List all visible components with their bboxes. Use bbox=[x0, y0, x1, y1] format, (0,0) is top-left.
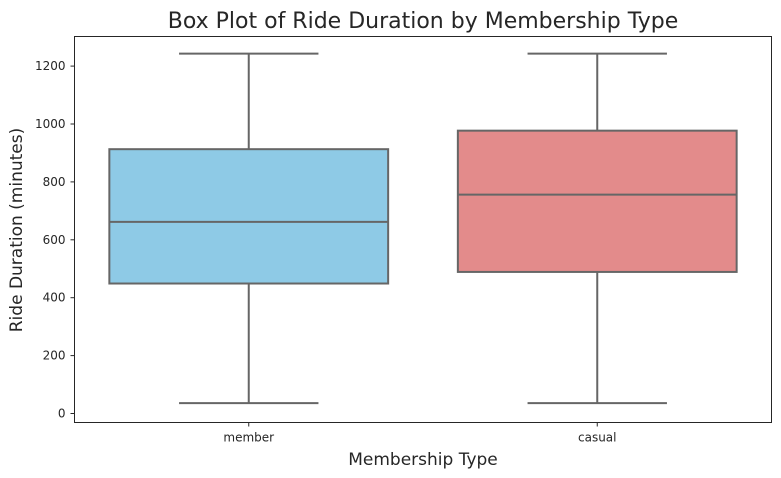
y-tick-label: 1000 bbox=[35, 117, 66, 131]
y-tick-label: 1200 bbox=[35, 59, 66, 73]
boxes-group bbox=[108, 52, 738, 405]
chart-title: Box Plot of Ride Duration by Membership … bbox=[168, 9, 678, 34]
y-tick-label: 600 bbox=[43, 233, 66, 247]
x-axis-label: Membership Type bbox=[348, 450, 498, 470]
box-casual bbox=[456, 129, 738, 273]
box-member bbox=[108, 148, 390, 285]
y-tick-label: 200 bbox=[43, 349, 66, 363]
y-axis-ticks: 0 200 400 600 800 1000 1200 bbox=[35, 59, 75, 421]
y-tick-label: 0 bbox=[58, 407, 66, 421]
plot-area-frame bbox=[74, 36, 772, 423]
x-axis-ticks: member casual bbox=[223, 422, 617, 445]
y-tick-label: 800 bbox=[43, 175, 66, 189]
y-axis-label: Ride Duration (minutes) bbox=[7, 128, 27, 333]
y-tick-label: 400 bbox=[43, 291, 66, 305]
x-tick-label: member bbox=[223, 431, 274, 445]
x-tick-label: casual bbox=[578, 431, 617, 445]
